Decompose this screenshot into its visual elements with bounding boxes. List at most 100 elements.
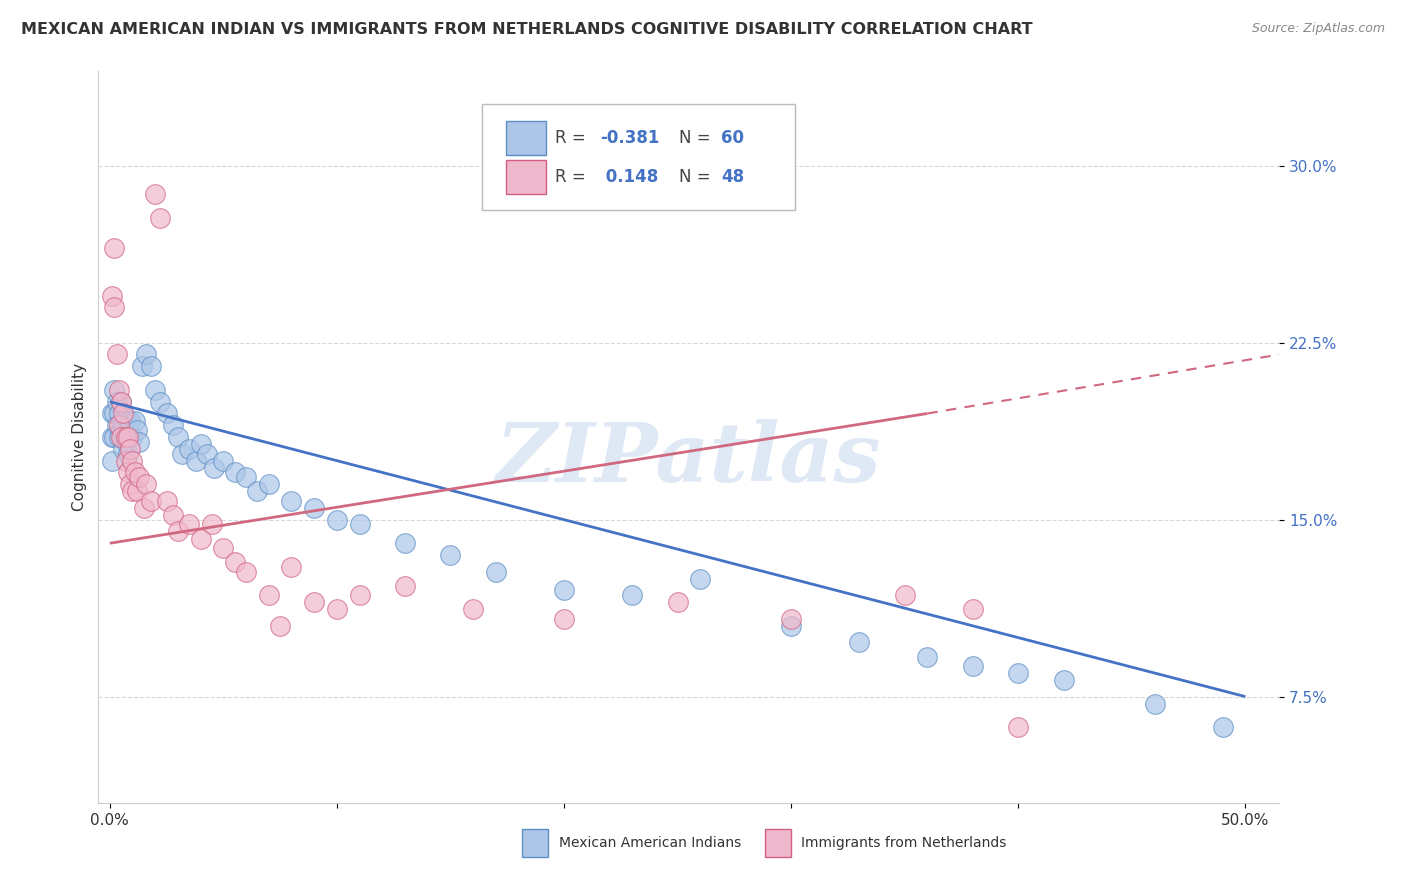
- Text: R =: R =: [555, 129, 592, 147]
- Point: [110, 394, 132, 409]
- Point: [114, 430, 136, 444]
- Point: [117, 466, 139, 480]
- Point: [139, 359, 162, 374]
- Point: [257, 477, 280, 491]
- Point: [666, 595, 689, 609]
- Text: ZIPatlas: ZIPatlas: [496, 419, 882, 499]
- Point: [103, 241, 125, 255]
- Point: [235, 470, 257, 484]
- Point: [114, 411, 136, 425]
- Point: [689, 572, 711, 586]
- Point: [780, 619, 803, 633]
- Point: [485, 565, 508, 579]
- Point: [893, 588, 915, 602]
- Point: [553, 612, 575, 626]
- Point: [108, 430, 131, 444]
- Point: [1053, 673, 1076, 687]
- Text: N =: N =: [679, 129, 717, 147]
- Point: [112, 418, 135, 433]
- Point: [257, 588, 280, 602]
- Point: [167, 430, 190, 444]
- Point: [105, 394, 128, 409]
- Point: [302, 595, 325, 609]
- Point: [117, 447, 139, 461]
- Point: [103, 407, 125, 421]
- Point: [326, 513, 349, 527]
- Point: [108, 418, 131, 433]
- Point: [848, 635, 870, 649]
- Point: [121, 453, 143, 467]
- Point: [131, 359, 153, 374]
- Point: [917, 649, 939, 664]
- Point: [128, 434, 150, 449]
- Point: [201, 517, 224, 532]
- Point: [167, 524, 190, 539]
- Point: [1007, 666, 1029, 681]
- Text: MEXICAN AMERICAN INDIAN VS IMMIGRANTS FROM NETHERLANDS COGNITIVE DISABILITY CORR: MEXICAN AMERICAN INDIAN VS IMMIGRANTS FR…: [21, 22, 1033, 37]
- Point: [105, 418, 128, 433]
- FancyBboxPatch shape: [506, 121, 546, 154]
- Point: [280, 493, 302, 508]
- FancyBboxPatch shape: [482, 104, 796, 211]
- Point: [621, 588, 644, 602]
- Point: [190, 532, 212, 546]
- Point: [349, 588, 371, 602]
- Point: [172, 447, 194, 461]
- Text: Mexican American Indians: Mexican American Indians: [560, 836, 741, 850]
- Point: [143, 383, 166, 397]
- Point: [121, 430, 143, 444]
- Point: [110, 430, 132, 444]
- Point: [1007, 720, 1029, 734]
- Point: [120, 413, 142, 427]
- Point: [326, 602, 349, 616]
- Point: [197, 447, 219, 461]
- Text: 48: 48: [721, 168, 744, 186]
- Text: N =: N =: [679, 168, 717, 186]
- Point: [439, 548, 461, 562]
- Point: [110, 394, 132, 409]
- Point: [780, 612, 803, 626]
- Text: 0.148: 0.148: [600, 168, 658, 186]
- Point: [103, 383, 125, 397]
- Point: [132, 500, 155, 515]
- Point: [101, 453, 124, 467]
- Y-axis label: Cognitive Disability: Cognitive Disability: [72, 363, 87, 511]
- Point: [110, 423, 132, 437]
- Point: [143, 187, 166, 202]
- Point: [124, 466, 146, 480]
- Point: [149, 394, 172, 409]
- Point: [101, 288, 124, 302]
- Point: [149, 211, 172, 225]
- Point: [112, 407, 135, 421]
- Point: [235, 565, 257, 579]
- Text: R =: R =: [555, 168, 592, 186]
- Point: [114, 434, 136, 449]
- Point: [117, 430, 139, 444]
- Text: Source: ZipAtlas.com: Source: ZipAtlas.com: [1251, 22, 1385, 36]
- Point: [139, 493, 162, 508]
- Point: [124, 413, 146, 427]
- Point: [108, 383, 131, 397]
- Point: [394, 536, 416, 550]
- Point: [112, 442, 135, 456]
- Point: [155, 493, 177, 508]
- Point: [246, 484, 269, 499]
- Point: [1212, 720, 1234, 734]
- Point: [184, 453, 207, 467]
- Point: [155, 407, 177, 421]
- Text: 60: 60: [721, 129, 744, 147]
- Point: [162, 418, 184, 433]
- Point: [128, 470, 150, 484]
- Point: [135, 347, 157, 361]
- Point: [280, 559, 302, 574]
- Point: [394, 579, 416, 593]
- Point: [120, 442, 142, 456]
- Point: [463, 602, 485, 616]
- Point: [162, 508, 184, 522]
- Point: [105, 347, 128, 361]
- Point: [117, 423, 139, 437]
- Point: [101, 430, 124, 444]
- Point: [224, 555, 246, 569]
- Point: [108, 407, 131, 421]
- Point: [349, 517, 371, 532]
